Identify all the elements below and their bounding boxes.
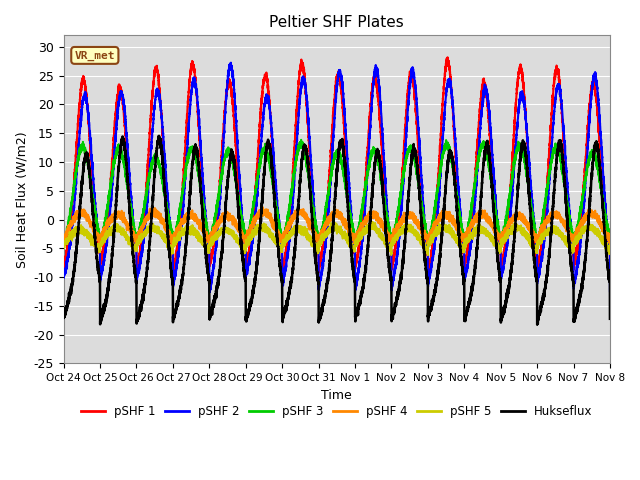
Title: Peltier SHF Plates: Peltier SHF Plates: [269, 15, 404, 30]
Text: VR_met: VR_met: [75, 50, 115, 60]
Y-axis label: Soil Heat Flux (W/m2): Soil Heat Flux (W/m2): [15, 131, 28, 268]
X-axis label: Time: Time: [321, 389, 352, 402]
Legend: pSHF 1, pSHF 2, pSHF 3, pSHF 4, pSHF 5, Hukseflux: pSHF 1, pSHF 2, pSHF 3, pSHF 4, pSHF 5, …: [76, 401, 597, 423]
